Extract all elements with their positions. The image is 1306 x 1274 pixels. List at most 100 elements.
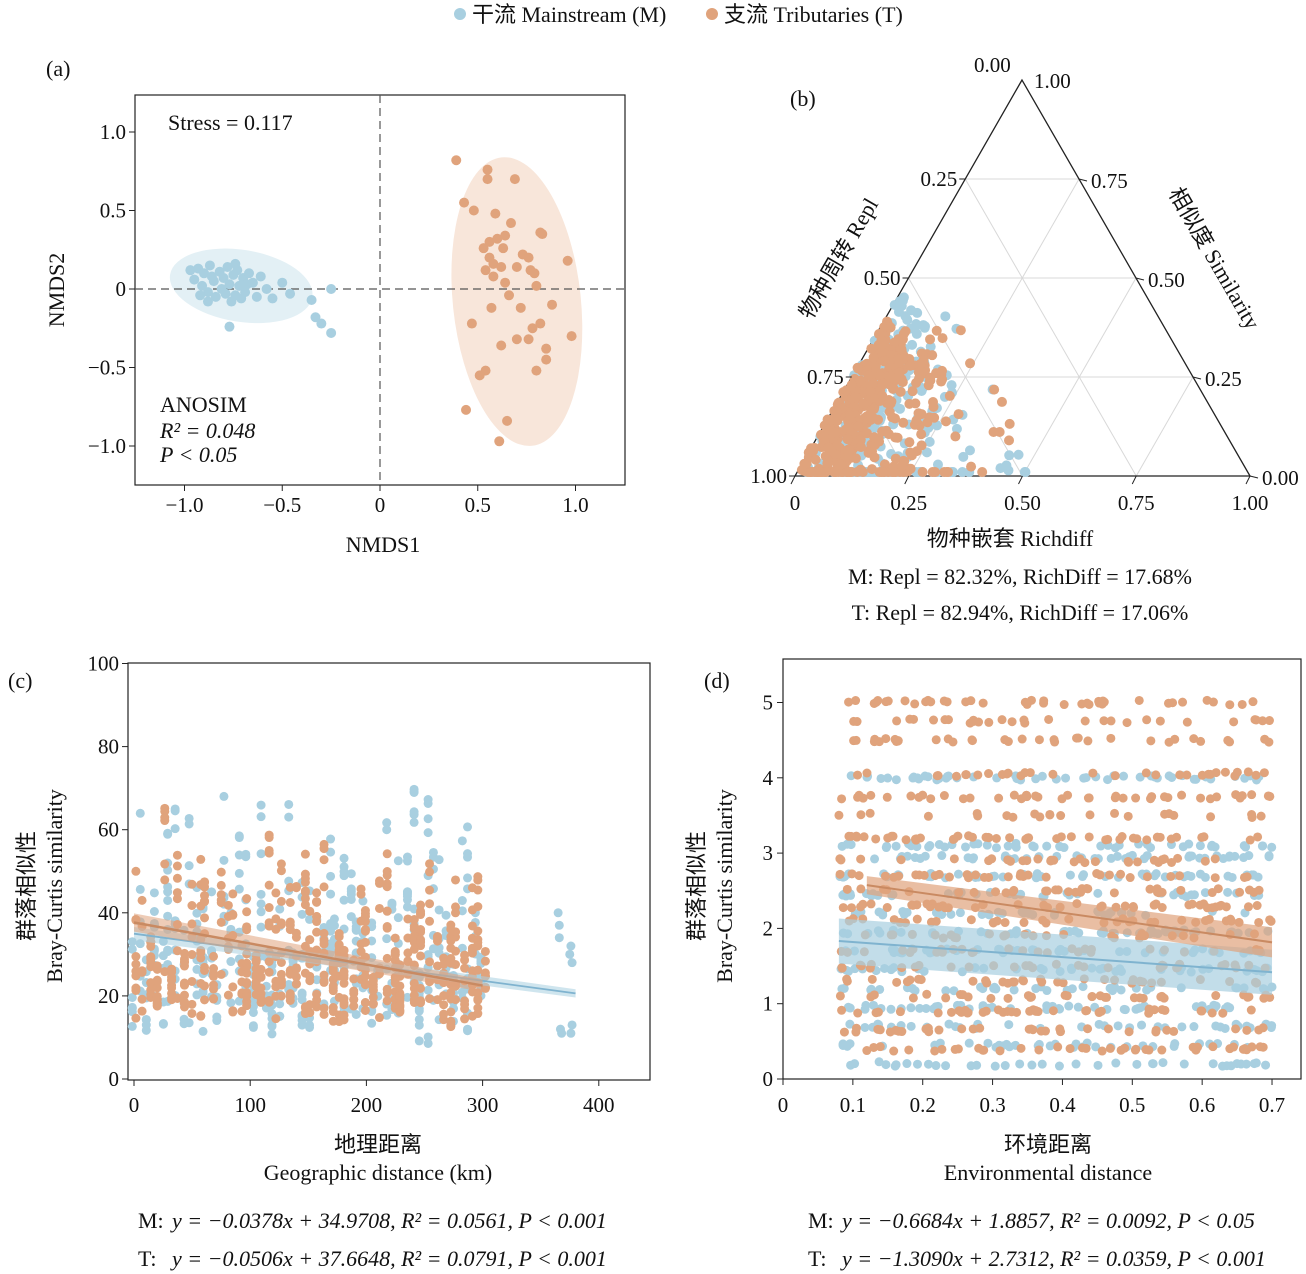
scatter-point [305,914,315,924]
scatter-point [1039,698,1049,708]
scatter-point [1085,810,1095,820]
scatter-point [905,360,916,371]
scatter-point [946,380,957,391]
scatter-point [1084,832,1094,842]
scatter-point [869,698,879,708]
scatter-point [276,991,286,1001]
scatter-point [1018,856,1028,866]
scatter-point [1000,1061,1010,1071]
scatter-point [906,305,917,316]
scatter-point [480,956,490,966]
scatter-point [439,1000,449,1010]
scatter-point [160,816,170,826]
scatter-point [251,955,261,965]
scatter-point [992,916,1002,926]
scatter-point [925,334,936,345]
scatter-point [838,387,849,398]
scatter-point [1128,833,1138,843]
scatter-point [242,978,252,988]
scatter-point [957,467,968,478]
scatter-point [1133,1003,1143,1013]
scatter-point [861,1000,871,1010]
scatter-point [1229,717,1239,727]
x-tick-label: 100 [234,1093,266,1117]
scatter-point [1255,1042,1265,1052]
scatter-point [1016,1043,1026,1053]
panel-c: (c) 0 100 200 300 400 0 20 40 60 80 100 群落相似性 Bra… [8,652,651,1271]
scatter-point [328,1003,338,1013]
scatter-point [234,884,244,894]
scatter-point [312,1002,322,1012]
scatter-point [127,1003,137,1013]
scatter-point [973,811,983,821]
scatter-point [853,363,864,374]
scatter-point [382,1010,392,1020]
scatter-point [297,995,307,1005]
scatter-point [1070,926,1080,936]
scatter-point [291,972,301,982]
scatter-point [944,390,955,401]
scatter-point [887,383,898,394]
scatter-point [911,870,921,880]
scatter-point [567,958,577,968]
scatter-point [1142,851,1152,861]
panel-b-bottom-axis-title: 物种嵌套 Richdiff [927,526,1094,551]
scatter-point [1064,887,1074,897]
scatter-point [937,909,947,919]
scatter-point [490,208,501,219]
scatter-point [856,810,866,820]
scatter-point [1096,841,1106,851]
scatter-point [346,894,356,904]
scatter-point [1095,870,1105,880]
scatter-point [953,869,963,879]
scatter-point [1250,715,1260,725]
scatter-point [915,358,926,369]
scatter-point [535,318,546,329]
scatter-point [1048,1006,1058,1016]
scatter-point [1065,870,1075,880]
scatter-point [856,902,866,912]
scatter-point [869,1042,879,1052]
scatter-point [473,965,483,975]
scatter-point [866,414,877,425]
scatter-point [285,989,295,999]
scatter-point [179,990,189,1000]
scatter-point [891,775,901,785]
scatter-point [228,982,238,992]
scatter-point [256,922,266,932]
panel-a-anosim: ANOSIM [160,392,247,417]
scatter-point [167,972,177,982]
scatter-point [179,997,189,1007]
scatter-point [1111,1058,1121,1068]
scatter-point [451,995,461,1005]
scatter-point [1163,698,1173,708]
scatter-point [810,454,821,465]
scatter-point [1097,1046,1107,1056]
scatter-point [390,933,400,943]
scatter-point [1243,902,1253,912]
scatter-point [216,917,226,927]
scatter-point [409,786,419,796]
scatter-point [297,1015,307,1025]
scatter-point [844,697,854,707]
scatter-point [939,791,949,801]
scatter-point [402,887,412,897]
scatter-point [866,790,876,800]
scatter-point [981,1006,991,1016]
scatter-point [439,1009,449,1019]
scatter-point [541,354,552,365]
x-tick-label: 0.3 [979,1093,1005,1117]
panel-b-stat-t: T: Repl = 82.94%, RichDiff = 17.06% [852,600,1189,625]
scatter-point [228,910,238,920]
panel-a-label: (a) [46,56,70,81]
scatter-point [473,1009,483,1019]
scatter-point [319,977,329,987]
scatter-point [184,813,194,823]
scatter-point [492,233,503,244]
scatter-point [1094,1008,1104,1018]
scatter-point [1159,792,1169,802]
scatter-point [228,889,238,899]
scatter-point [200,995,210,1005]
scatter-point [931,325,942,336]
scatter-point [482,164,493,175]
